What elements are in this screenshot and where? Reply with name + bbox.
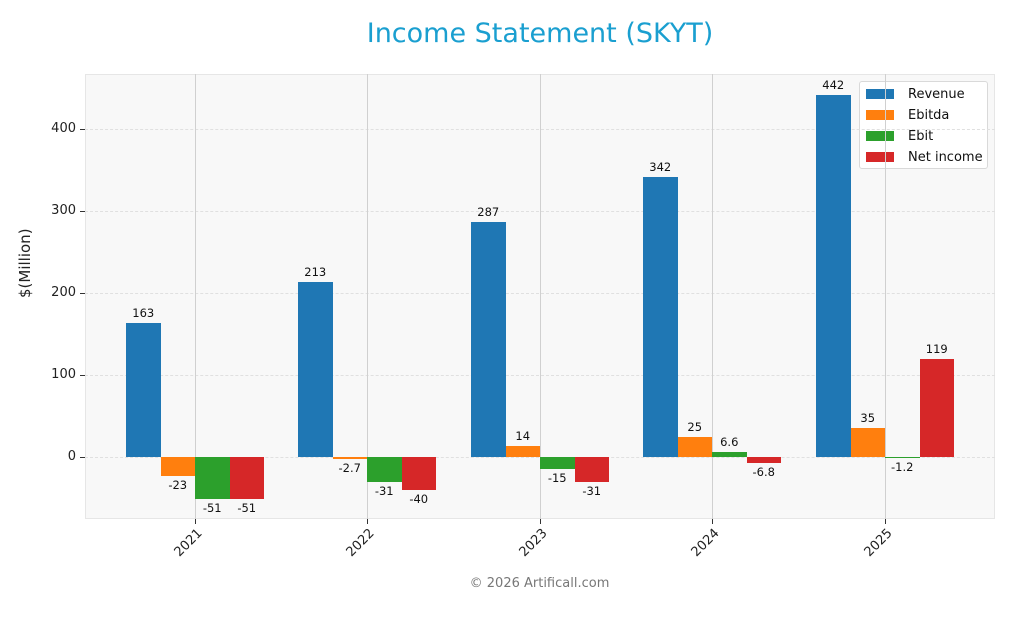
legend-swatch <box>866 152 894 162</box>
y-tick-label: 300 <box>51 203 76 218</box>
legend-swatch <box>866 89 894 99</box>
y-tick-label: 0 <box>67 449 76 464</box>
bar-revenue-2021 <box>126 323 161 457</box>
bar-ebit-2021 <box>195 457 230 499</box>
bar-value-label: 342 <box>649 159 672 174</box>
x-tick-mark <box>885 519 886 524</box>
bar-ebit-2025 <box>885 457 920 458</box>
x-tick-label: 2022 <box>343 526 378 561</box>
bar-value-label: 163 <box>132 306 155 321</box>
y-tick-label: 100 <box>51 367 76 382</box>
legend-label: Revenue <box>908 86 965 102</box>
bar-value-label: -15 <box>547 471 567 486</box>
legend-label: Ebitda <box>908 107 950 123</box>
bar-ebitda-2025 <box>850 428 885 457</box>
bar-value-label: -51 <box>202 500 222 515</box>
legend-label: Net income <box>908 149 983 165</box>
x-tick-mark <box>540 519 541 524</box>
gridline-vertical <box>195 74 196 519</box>
y-tick-label: 200 <box>51 285 76 300</box>
x-tick-label: 2025 <box>861 526 896 561</box>
bar-value-label: -1.2 <box>891 460 914 474</box>
gridline-vertical <box>367 74 368 519</box>
bar-ebit-2024 <box>712 451 747 457</box>
bar-value-label: 14 <box>515 428 531 443</box>
gridline-vertical <box>712 74 713 519</box>
bar-ebit-2022 <box>367 457 402 483</box>
bar-value-label: -31 <box>374 484 394 499</box>
bar-net-income-2021 <box>229 457 264 499</box>
x-tick-label: 2021 <box>171 526 206 561</box>
legend-item-ebitda: Ebitda <box>860 106 949 124</box>
bar-revenue-2022 <box>298 282 333 457</box>
y-tick-mark <box>80 457 85 458</box>
legend-swatch <box>866 131 894 141</box>
bar-ebitda-2023 <box>505 445 540 457</box>
legend-swatch <box>866 110 894 120</box>
bar-value-label: 6.6 <box>720 434 739 449</box>
bar-value-label: -40 <box>409 491 429 506</box>
bar-value-label: 25 <box>687 419 703 434</box>
x-tick-mark <box>712 519 713 524</box>
y-tick-label: 400 <box>51 121 76 136</box>
bar-value-label: -23 <box>168 477 188 492</box>
bar-ebit-2023 <box>540 457 575 470</box>
legend-item-ebit: Ebit <box>860 127 933 145</box>
legend-item-net-income: Net income <box>860 148 983 166</box>
legend-item-revenue: Revenue <box>860 85 965 103</box>
legend-label: Ebit <box>908 128 934 144</box>
bar-ebitda-2022 <box>332 457 367 460</box>
bar-revenue-2025 <box>816 94 851 457</box>
bar-net-income-2025 <box>919 359 954 457</box>
bar-value-label: 442 <box>822 77 845 92</box>
y-axis-label: $(Million) <box>16 228 34 298</box>
bar-value-label: 35 <box>860 411 876 426</box>
chart-title: Income Statement (SKYT) <box>366 18 714 49</box>
gridline-vertical <box>540 74 541 519</box>
bar-value-label: 287 <box>477 204 500 219</box>
bar-net-income-2024 <box>746 457 781 463</box>
bar-value-label: -6.8 <box>752 464 775 479</box>
bar-value-label: -2.7 <box>338 461 361 476</box>
bar-ebitda-2024 <box>677 436 712 457</box>
bar-net-income-2023 <box>574 457 609 483</box>
x-tick-mark <box>195 519 196 524</box>
bar-value-label: -51 <box>237 500 257 515</box>
legend: Revenue Ebitda Ebit Net income <box>859 81 988 169</box>
y-tick-mark <box>80 375 85 376</box>
bar-ebitda-2021 <box>160 457 195 476</box>
x-tick-label: 2024 <box>688 526 723 561</box>
y-tick-mark <box>80 293 85 294</box>
footer-copyright: © 2026 Artificall.com <box>469 576 610 591</box>
y-tick-mark <box>80 129 85 130</box>
bar-value-label: 119 <box>925 342 948 357</box>
bar-value-label: 213 <box>304 265 327 280</box>
bar-revenue-2023 <box>471 221 506 457</box>
x-tick-label: 2023 <box>516 526 551 561</box>
y-tick-mark <box>80 211 85 212</box>
bar-value-label: -31 <box>582 484 602 499</box>
bar-revenue-2024 <box>643 176 678 457</box>
bar-net-income-2022 <box>401 457 436 490</box>
x-tick-mark <box>367 519 368 524</box>
gridline-vertical <box>885 74 886 519</box>
